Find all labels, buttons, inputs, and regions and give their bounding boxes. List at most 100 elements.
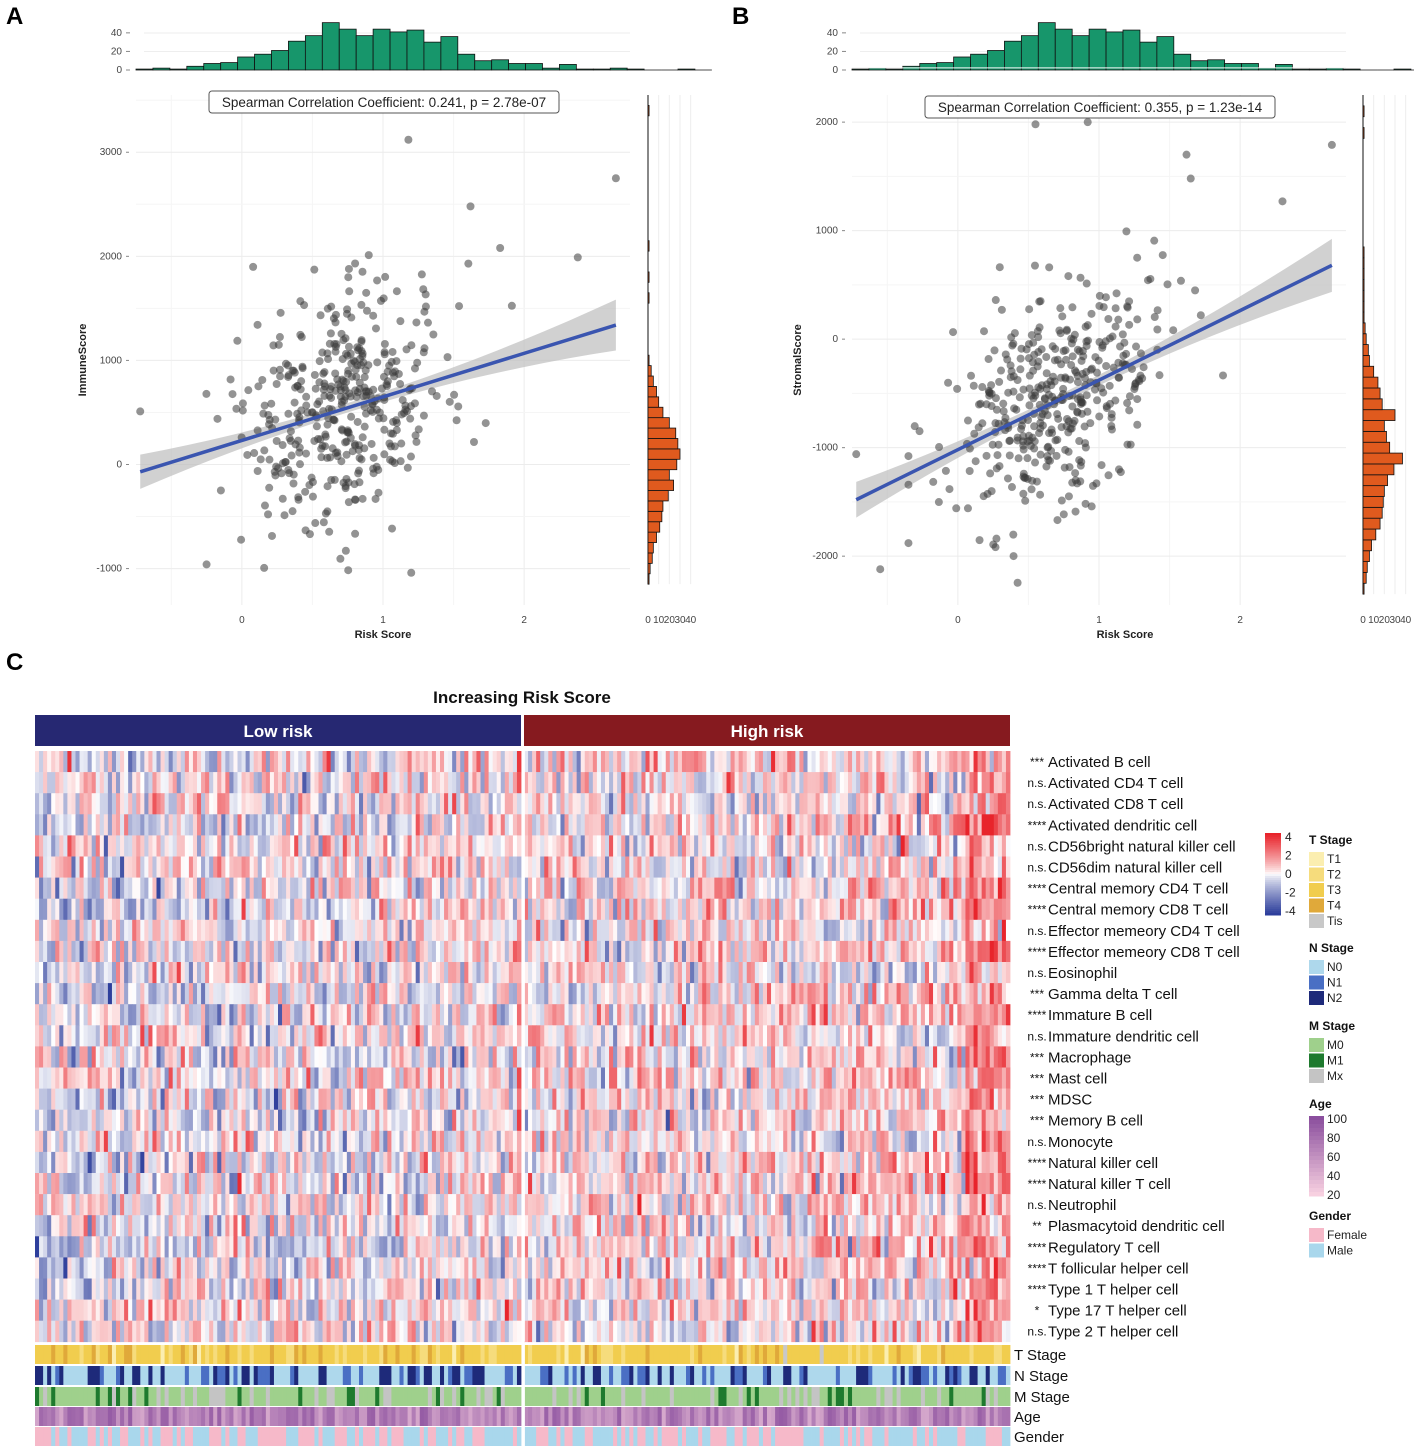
heatmap-cell bbox=[354, 919, 360, 942]
heatmap-cell bbox=[588, 962, 594, 984]
heatmap-cell bbox=[188, 772, 194, 794]
heatmap-cell bbox=[617, 919, 622, 942]
heatmap-cell bbox=[945, 751, 950, 773]
heatmap-cell bbox=[431, 1004, 437, 1026]
scatter-point bbox=[1038, 421, 1047, 430]
scatter-point bbox=[1081, 499, 1090, 508]
heatmap-cell bbox=[924, 1046, 930, 1068]
heatmap-cell bbox=[799, 835, 804, 857]
scatter-point bbox=[373, 276, 382, 285]
heatmap-cell bbox=[892, 793, 897, 815]
heatmap-cell bbox=[702, 1004, 707, 1026]
scatter-point bbox=[379, 294, 388, 303]
heatmap-cell bbox=[83, 772, 89, 794]
heatmap-cell bbox=[298, 835, 303, 857]
heatmap-cell bbox=[103, 877, 109, 899]
heatmap-cell bbox=[152, 962, 157, 984]
heatmap-cell bbox=[213, 814, 218, 836]
heatmap-cell bbox=[532, 919, 537, 942]
heatmap-cell bbox=[933, 983, 938, 1005]
heatmap-cell bbox=[929, 772, 934, 794]
heatmap-cell bbox=[815, 1025, 821, 1047]
heatmap-cell bbox=[645, 751, 650, 773]
heatmap-cell bbox=[702, 919, 707, 942]
heatmap-cell bbox=[197, 751, 202, 773]
heatmap-cell bbox=[164, 1046, 170, 1068]
heatmap-cell bbox=[641, 919, 646, 942]
heatmap-cell bbox=[371, 751, 376, 773]
heatmap-cell bbox=[47, 919, 52, 942]
heatmap-cell bbox=[621, 1067, 626, 1089]
heatmap-cell bbox=[880, 751, 885, 773]
heatmap-cell bbox=[128, 793, 133, 815]
scatter-point bbox=[1015, 393, 1024, 402]
x-tick-label: 2 bbox=[521, 615, 527, 626]
heatmap-cell bbox=[580, 856, 586, 878]
heatmap-cell bbox=[253, 898, 259, 921]
heatmap-cell bbox=[132, 772, 137, 794]
heatmap-cell bbox=[456, 814, 461, 836]
scatter-point bbox=[272, 436, 281, 445]
scatter-point bbox=[414, 425, 423, 434]
heatmap-cell bbox=[484, 751, 489, 773]
heatmap-cell bbox=[79, 962, 84, 984]
heatmap-cell bbox=[152, 793, 157, 815]
heatmap-cell bbox=[59, 940, 64, 963]
heatmap-cell bbox=[367, 940, 372, 963]
heatmap-cell bbox=[981, 898, 987, 921]
side-hist-tick-label: 40 bbox=[685, 615, 697, 626]
heatmap-cell bbox=[201, 835, 206, 857]
heatmap-cell bbox=[225, 793, 230, 815]
heatmap-cell bbox=[95, 793, 101, 815]
scatter-point bbox=[994, 440, 1003, 449]
heatmap-cell bbox=[51, 1046, 56, 1068]
heatmap-cell bbox=[1001, 814, 1007, 836]
heatmap-cell bbox=[314, 919, 319, 942]
heatmap-cell bbox=[302, 983, 307, 1005]
heatmap-cell bbox=[516, 919, 522, 942]
heatmap-cell bbox=[880, 1067, 885, 1089]
heatmap-cell bbox=[480, 772, 485, 794]
heatmap-cell bbox=[649, 751, 654, 773]
scatter-point bbox=[321, 509, 330, 518]
heatmap-cell bbox=[249, 1004, 255, 1026]
heatmap-cell bbox=[55, 1088, 60, 1110]
heatmap-cell bbox=[540, 751, 545, 773]
heatmap-cell bbox=[762, 856, 768, 878]
heatmap-cell bbox=[371, 793, 376, 815]
scatter-point bbox=[250, 449, 259, 458]
scatter-point bbox=[298, 364, 307, 373]
heatmap-cell bbox=[440, 1067, 445, 1089]
heatmap-cell bbox=[904, 919, 910, 942]
heatmap-cell bbox=[444, 835, 449, 857]
heatmap-cell bbox=[548, 940, 553, 963]
heatmap-cell bbox=[714, 962, 719, 984]
scatter-point bbox=[1009, 387, 1018, 396]
scatter-point bbox=[362, 306, 371, 315]
heatmap-cell bbox=[920, 983, 926, 1005]
heatmap-cell bbox=[714, 1004, 719, 1026]
heatmap-cell bbox=[326, 835, 332, 857]
heatmap-cell bbox=[888, 1067, 893, 1089]
scatter-point bbox=[1169, 326, 1178, 335]
heatmap-cell bbox=[580, 919, 586, 942]
top-hist-bar bbox=[440, 36, 459, 71]
heatmap-cell bbox=[860, 1046, 865, 1068]
heatmap-cell bbox=[379, 814, 384, 836]
heatmap-cell bbox=[528, 983, 533, 1005]
heatmap-cell bbox=[823, 962, 829, 984]
heatmap-cell bbox=[848, 1025, 853, 1047]
heatmap-cell bbox=[484, 1067, 489, 1089]
heatmap-cell bbox=[633, 772, 638, 794]
scatter-point bbox=[1047, 425, 1056, 434]
heatmap-cell bbox=[55, 1025, 60, 1047]
scatter-point bbox=[387, 357, 396, 366]
heatmap-cell bbox=[411, 1046, 417, 1068]
heatmap-cell bbox=[229, 772, 234, 794]
heatmap-cell bbox=[900, 1046, 906, 1068]
heatmap-cell bbox=[314, 940, 319, 963]
top-hist-bar bbox=[575, 68, 594, 71]
heatmap-cell bbox=[544, 751, 549, 773]
heatmap-cell bbox=[839, 1046, 845, 1068]
heatmap-cell bbox=[993, 983, 999, 1005]
